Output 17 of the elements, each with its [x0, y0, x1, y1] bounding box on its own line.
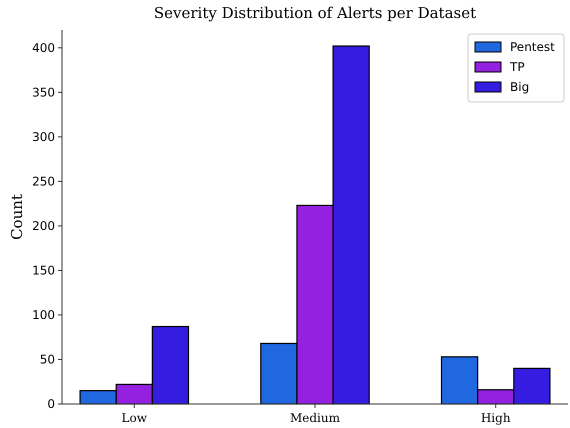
y-tick-label: 300: [32, 130, 55, 144]
y-tick-label: 200: [32, 219, 55, 234]
y-tick-label: 400: [32, 41, 55, 56]
y-tick-label: 0: [47, 397, 55, 412]
y-tick-label: 350: [32, 86, 55, 100]
x-tick-label: Medium: [290, 411, 341, 425]
legend-label: TP: [509, 60, 525, 74]
legend-label: Pentest: [510, 40, 556, 54]
y-axis-title: Count: [8, 194, 26, 240]
x-tick-label: High: [480, 411, 511, 425]
legend-label: Big: [510, 80, 530, 94]
x-tick-label: Low: [122, 411, 148, 425]
y-tick-label: 50: [40, 352, 55, 367]
y-tick-label: 250: [32, 174, 55, 189]
y-tick-label: 150: [32, 264, 55, 278]
y-tick-label: 100: [32, 308, 55, 322]
chart-title: Severity Distribution of Alerts per Dataset: [154, 4, 476, 22]
